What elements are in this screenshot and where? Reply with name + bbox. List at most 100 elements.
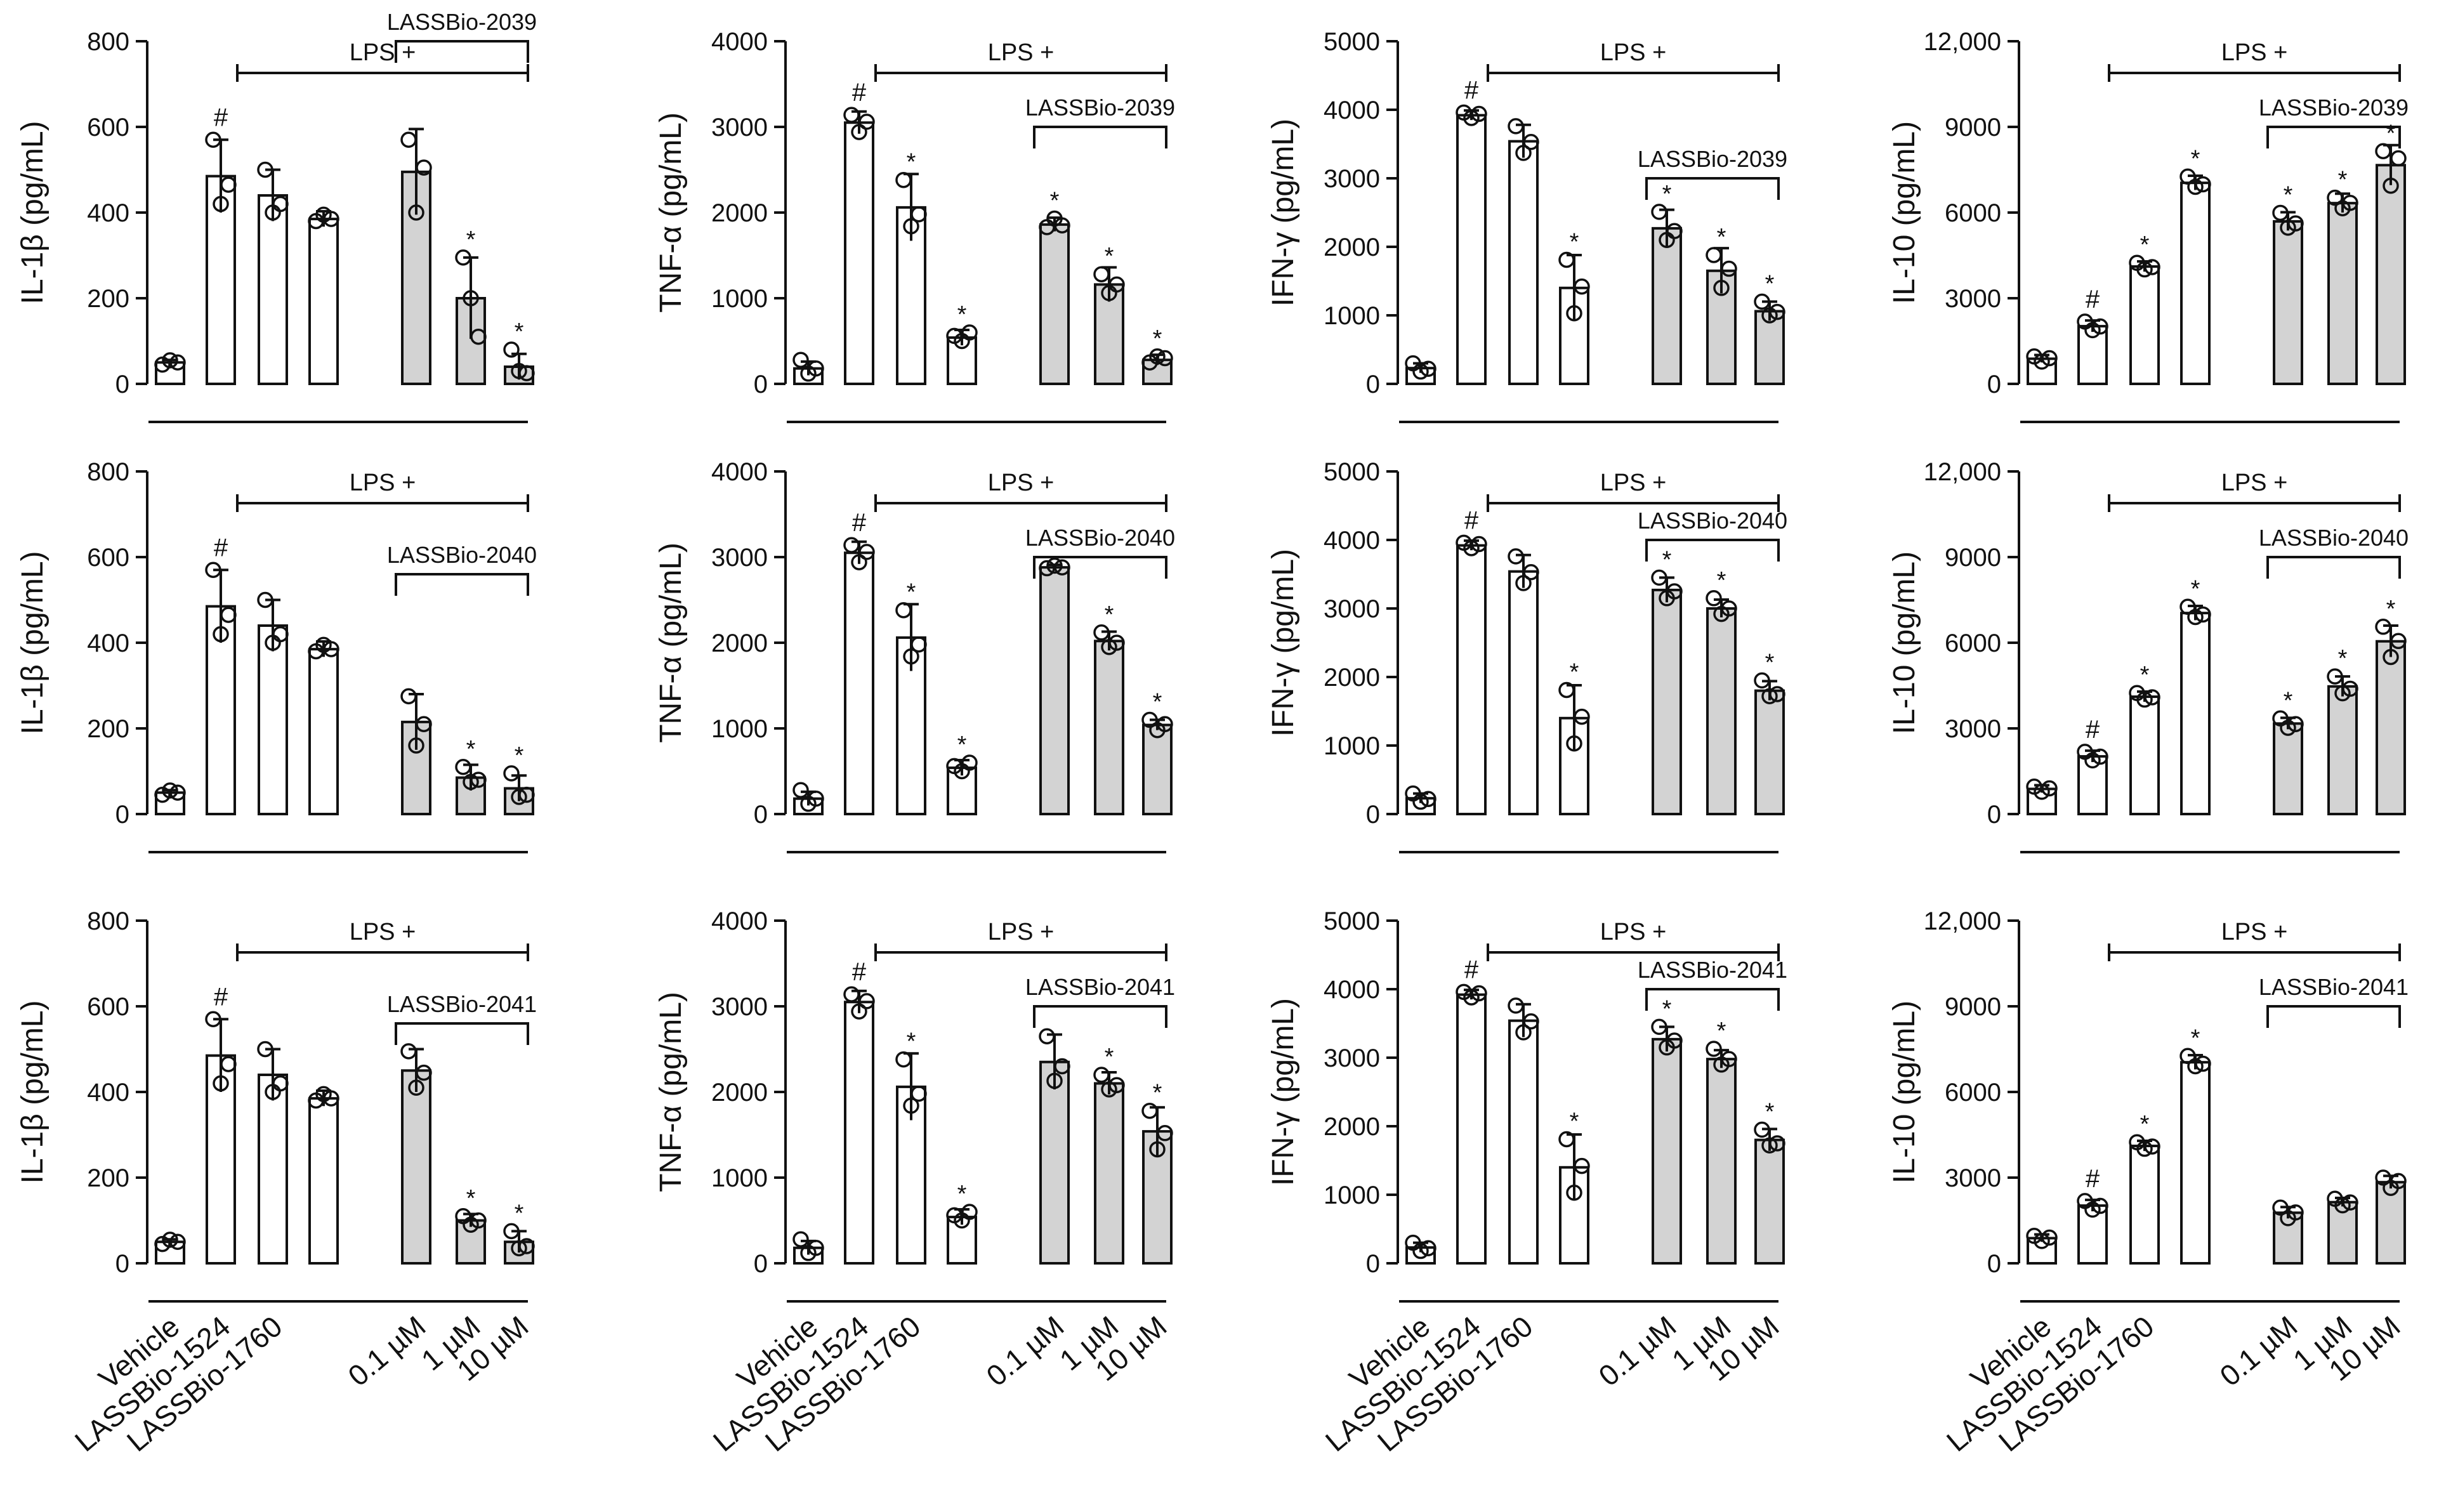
data-point [792, 352, 809, 368]
data-point [2272, 204, 2289, 221]
data-point [162, 352, 178, 369]
significance-star: * [1105, 602, 1114, 628]
data-point [470, 1212, 487, 1229]
data-point [2390, 633, 2407, 650]
significance-hash: # [852, 79, 867, 107]
data-point [455, 759, 471, 775]
data-point [2084, 752, 2101, 769]
bar [2129, 1145, 2160, 1265]
y-tick-label: 200 [87, 1164, 129, 1192]
panel-1-2: 0 1000 2000 3000 4000 5000 IFN-γ (pg/mL) LPS + L… [1266, 458, 1787, 853]
y-axis-label: IL-1β (pg/mL) [16, 121, 49, 304]
significance-star: * [1570, 1108, 1579, 1135]
y-tick-label: 5000 [1324, 907, 1380, 935]
significance-hash: # [852, 958, 867, 986]
data-point [903, 648, 919, 665]
data-point [1420, 791, 1436, 807]
data-point [1149, 348, 1166, 365]
data-point [903, 218, 919, 235]
y-tick-label: 4000 [1324, 976, 1380, 1004]
data-point [2179, 168, 2196, 185]
data-point [1566, 305, 1582, 322]
y-axis-label: IL-1β (pg/mL) [16, 551, 49, 734]
significance-star: * [957, 301, 967, 328]
data-point [162, 782, 178, 799]
bar [2180, 181, 2211, 385]
data-point [1666, 223, 1683, 239]
y-tick-label: 0 [1987, 801, 2001, 829]
data-point [2390, 150, 2407, 167]
data-point [1508, 548, 1524, 565]
data-point [851, 554, 867, 570]
significance-star: * [1662, 996, 1672, 1022]
y-tick-label: 1000 [711, 285, 768, 313]
data-point [205, 562, 221, 578]
y-tick-label: 2000 [1324, 233, 1380, 261]
bar [1142, 723, 1173, 815]
bar [1559, 286, 1589, 385]
y-tick-label: 6000 [1945, 199, 2001, 227]
data-point [843, 107, 860, 123]
lps-label: LPS + [2221, 39, 2288, 66]
data-point [2375, 619, 2391, 635]
data-point [1754, 672, 1770, 689]
significance-star: * [2284, 181, 2293, 208]
compound-bracket [2266, 126, 2401, 148]
y-tick-label: 800 [87, 28, 129, 56]
data-point [518, 786, 535, 803]
data-point [1769, 303, 1785, 320]
data-point [961, 324, 978, 341]
lps-label: LPS + [1600, 470, 1667, 496]
data-point [911, 636, 927, 653]
data-point [1412, 793, 1429, 810]
data-point [455, 249, 471, 266]
panel-0-2: 0 1000 2000 3000 4000 5000 IFN-γ (pg/mL) LPS + L… [1266, 28, 1787, 423]
lps-label: LPS + [988, 919, 1055, 945]
data-point [2334, 1197, 2351, 1214]
data-point [2034, 353, 2050, 370]
data-point [1508, 997, 1524, 1014]
significance-star: * [1105, 1044, 1114, 1070]
data-point [408, 204, 424, 221]
compound-label: LASSBio-2040 [1025, 525, 1175, 551]
data-point [808, 1239, 824, 1256]
y-axis-label: IL-10 (pg/mL) [1888, 1001, 1921, 1183]
data-point [808, 790, 824, 807]
data-point [1523, 1013, 1539, 1030]
significance-star: * [1765, 649, 1775, 676]
panel-2-3: 0 3000 6000 9000 12,000 IL-10 (pg/mL) LPS + LAS… [1888, 907, 2409, 1458]
panel-1-1: 0 1000 2000 3000 4000 TNF-α (pg/mL) LPS + LASSB… [654, 458, 1175, 853]
data-point [1412, 1242, 1429, 1259]
data-point [858, 993, 875, 1009]
significance-star: * [2191, 1025, 2200, 1051]
data-point [2144, 259, 2160, 275]
lps-label: LPS + [350, 470, 416, 496]
y-tick-label: 400 [87, 1079, 129, 1107]
bar [1652, 588, 1682, 816]
data-point [1574, 278, 1590, 295]
bar [2376, 164, 2406, 385]
y-tick-label: 0 [1366, 801, 1380, 829]
data-point [2287, 716, 2304, 732]
data-point [2390, 1173, 2407, 1190]
data-point [2375, 1169, 2391, 1186]
data-point [2287, 1204, 2304, 1221]
bar [1508, 140, 1539, 385]
data-point [272, 195, 289, 213]
significance-star: * [907, 579, 916, 606]
y-tick-label: 0 [754, 371, 768, 398]
data-point [272, 626, 289, 643]
significance-star: * [2191, 575, 2200, 602]
significance-star: * [466, 1185, 476, 1212]
bar [2077, 1204, 2108, 1265]
y-tick-label: 12,000 [1924, 28, 2001, 56]
significance-star: * [957, 732, 967, 758]
bar [206, 174, 236, 385]
data-point [470, 772, 487, 788]
data-point [2084, 1201, 2101, 1218]
y-tick-label: 6000 [1945, 1079, 2001, 1107]
bar [1706, 607, 1737, 815]
y-tick-label: 12,000 [1924, 458, 2001, 486]
data-point [1054, 217, 1070, 233]
